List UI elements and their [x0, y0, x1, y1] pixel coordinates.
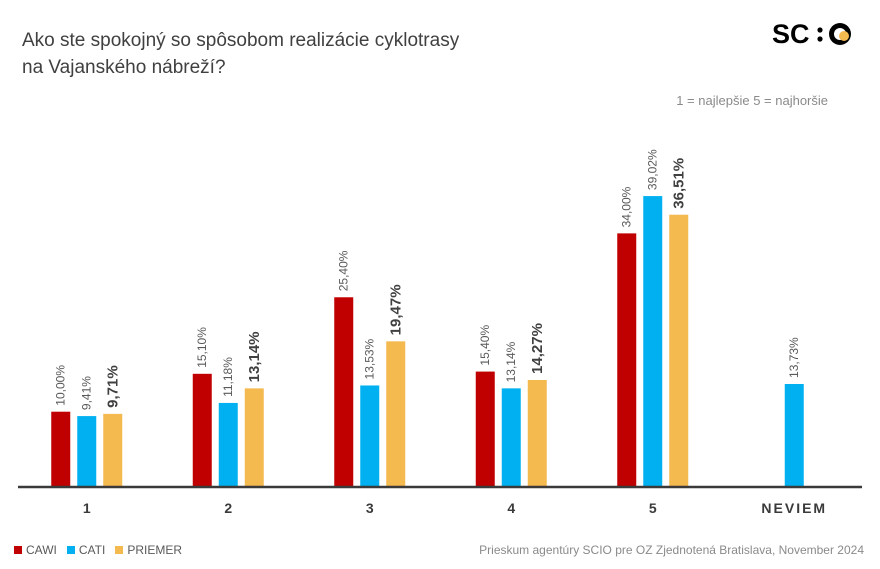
category-label-neviem: NEVIEM — [761, 500, 827, 516]
data-label-cawi-4: 15,40% — [478, 325, 492, 366]
bar-priemer-5 — [669, 214, 689, 486]
category-label-5: 5 — [649, 500, 657, 516]
title-line-2: na Vajanského nábreží? — [22, 57, 226, 78]
legend-label-cati: CATI — [78, 543, 106, 557]
bar-cawi-2 — [192, 373, 212, 486]
data-label-priemer-2: 13,14% — [246, 331, 263, 382]
bar-priemer-2 — [244, 388, 264, 486]
data-label-priemer-3: 19,47% — [388, 284, 405, 335]
data-label-priemer-1: 9,71% — [105, 365, 122, 408]
data-label-priemer-4: 14,27% — [529, 323, 546, 374]
data-label-cati-4: 13,14% — [504, 341, 518, 382]
data-label-cawi-1: 10,00% — [54, 365, 68, 406]
legend-label-cawi: CAWI — [26, 543, 57, 557]
bar-cati-4 — [501, 388, 521, 486]
legend-item-cawi: CAWI — [14, 543, 57, 557]
bar-priemer-4 — [527, 379, 547, 486]
bar-priemer-3 — [386, 341, 406, 486]
bar-cati-3 — [360, 385, 380, 486]
data-label-cati-neviem: 13,73% — [787, 337, 801, 378]
chart-title: Ako ste spokojný so spôsobom realizácie … — [22, 27, 582, 81]
legend: CAWI CATI PRIEMER — [14, 543, 182, 557]
data-label-cati-1: 9,41% — [80, 376, 94, 410]
data-label-cawi-3: 25,40% — [337, 250, 351, 291]
legend-label-priemer: PRIEMER — [127, 543, 183, 557]
legend-swatch-cawi — [14, 546, 22, 554]
logo-text-sc: SC — [772, 19, 810, 49]
category-label-1: 1 — [83, 500, 91, 516]
bar-priemer-1 — [103, 413, 123, 486]
bar-cati-1 — [77, 416, 97, 486]
data-label-priemer-5: 36,51% — [671, 158, 688, 209]
bar-cati-5 — [643, 196, 663, 486]
category-label-4: 4 — [507, 500, 515, 516]
bar-cawi-4 — [475, 371, 495, 486]
data-label-cati-3: 13,53% — [363, 338, 377, 379]
bar-cawi-1 — [51, 411, 71, 486]
source-note: Prieskum agentúry SCIO pre OZ Zjednotená… — [479, 543, 864, 557]
data-label-cati-2: 11,18% — [221, 357, 235, 397]
bar-cawi-3 — [334, 297, 354, 486]
legend-swatch-cati — [66, 546, 75, 554]
legend-item-priemer: PRIEMER — [115, 543, 182, 557]
title-line-1: Ako ste spokojný so spôsobom realizácie … — [22, 30, 460, 51]
scio-logo: SC — [772, 19, 851, 49]
bar-cati-neviem — [784, 383, 804, 486]
category-label-3: 3 — [366, 500, 374, 516]
scale-note: 1 = najlepšie 5 = najhoršie — [676, 93, 828, 108]
legend-swatch-priemer — [115, 546, 124, 554]
bar-cati-2 — [218, 402, 238, 486]
category-label-2: 2 — [224, 500, 232, 516]
data-label-cati-5: 39,02% — [646, 149, 660, 190]
bar-cawi-5 — [617, 233, 637, 486]
data-label-cawi-5: 34,00% — [620, 186, 634, 227]
legend-item-cati: CATI — [66, 543, 106, 557]
data-label-cawi-2: 15,10% — [195, 327, 209, 368]
